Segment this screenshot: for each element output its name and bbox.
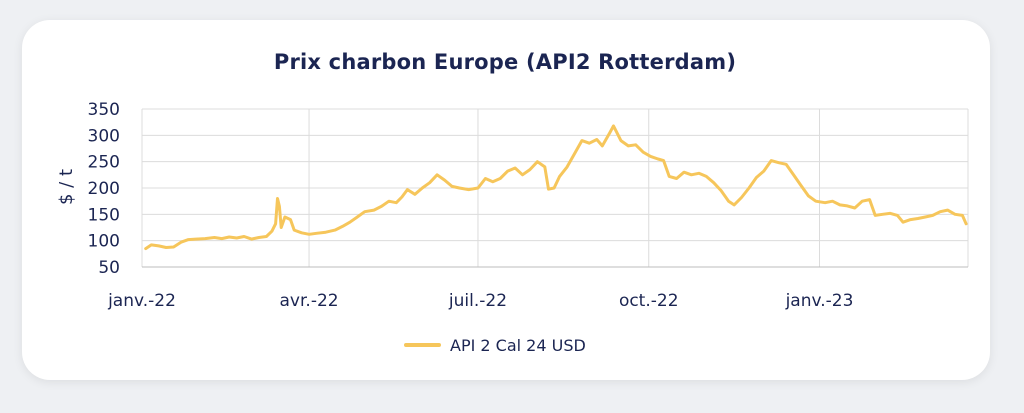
x-tick-label-4: janv.-23 [785,291,854,311]
y-axis-ticks: 50 100 150 200 250 300 350 [88,100,120,278]
x-tick-label-1: avr.-22 [280,291,339,311]
series-group [144,124,968,251]
y-tick-label-200: 200 [88,179,120,199]
chart-title: Prix charbon Europe (API2 Rotterdam) [273,50,737,74]
series-line-0 [144,124,968,251]
legend-label: API 2 Cal 24 USD [450,336,586,355]
x-axis-ticks: janv.-22 avr.-22 juil.-22 oct.-22 janv.-23 [107,291,853,311]
y-tick-label-100: 100 [88,232,120,252]
y-tick-label-50: 50 [98,258,120,278]
x-tick-label-0: janv.-22 [107,291,176,311]
legend: API 2 Cal 24 USD [404,336,586,355]
y-tick-label-300: 300 [88,126,120,146]
chart-card [22,20,990,380]
y-tick-label-250: 250 [88,153,120,173]
y-tick-label-150: 150 [88,205,120,225]
x-tick-label-3: oct.-22 [619,291,679,311]
y-tick-label-350: 350 [88,100,120,120]
y-axis-label: $ / t [56,169,77,205]
x-tick-label-2: juil.-22 [448,291,507,311]
